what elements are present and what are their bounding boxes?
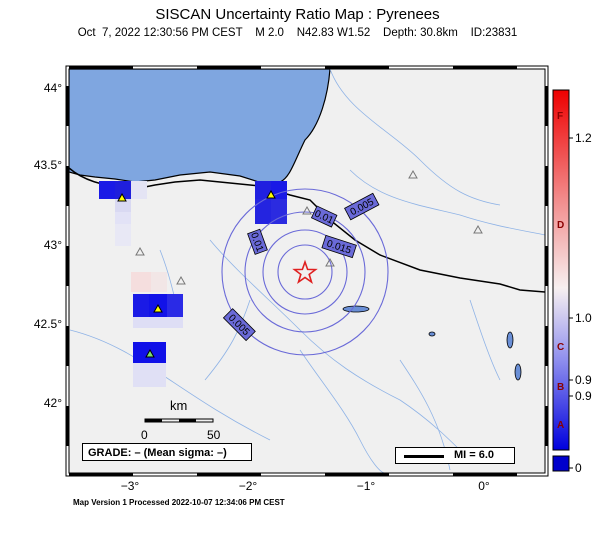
lakes [342,305,522,381]
colorbar-tick: 1.2 [575,131,592,145]
sea-area [69,69,331,185]
mi-legend: MI = 6.0 [395,447,515,464]
epicenter-star [292,259,318,284]
y-tick-label: 42.5° [33,317,62,331]
colorbar-tick: 0.9 [575,373,592,387]
scale-min: 0 [141,428,148,442]
mi-line-sample [404,455,444,458]
x-tick-label: −2° [238,479,258,493]
colorbar-tick: 1.0 [575,311,592,325]
colorbar-grade-letter: C [557,342,565,353]
y-tick-label: 43° [43,238,62,252]
colorbar-grade-letter: D [557,220,565,231]
y-tick-label: 42° [43,396,62,410]
country-border [69,167,545,293]
x-tick-label: 0° [478,479,490,493]
colorbar-grade-letter: A [557,420,565,431]
x-tick-label: −3° [120,479,140,493]
scale-max: 50 [207,428,221,442]
mi-label: MI = 6.0 [454,449,495,461]
colorbar-grade-letter: F [557,111,564,122]
rivers [69,69,545,473]
grade-box: GRADE: – (Mean sigma: –) [82,443,252,461]
map-title: SISCAN Uncertainty Ratio Map : Pyrenees [155,6,440,23]
map-area [69,69,545,473]
colorbar-tick: 0 [575,461,582,475]
y-tick-label: 43.5° [33,158,62,172]
colorbar [552,89,573,472]
scale-bar [144,418,214,423]
x-tick-label: −1° [356,479,376,493]
map-subtitle: Oct 7, 2022 12:30:56 PM CEST M 2.0 N42.8… [77,27,518,39]
contours [221,188,389,356]
colorbar-tick: 0.9 [575,389,592,403]
footer-processing-info: Map Version 1 Processed 2022-10-07 12:34… [73,498,285,507]
stations [117,169,483,358]
map-frame [65,65,549,477]
y-tick-label: 44° [43,81,62,95]
colorbar-grade-letter: B [557,382,565,393]
scale-unit: km [170,398,188,413]
